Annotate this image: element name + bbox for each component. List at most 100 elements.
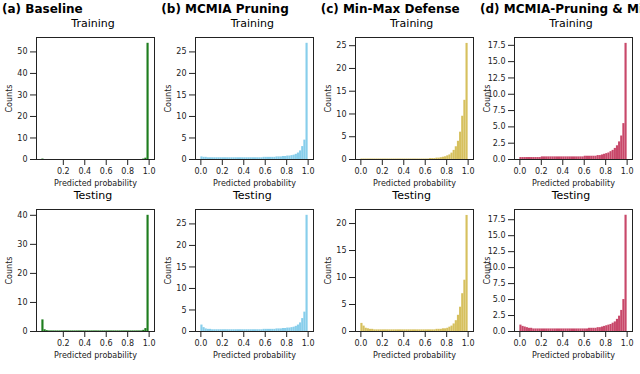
- svg-text:7.5: 7.5: [493, 279, 506, 288]
- svg-text:5.0: 5.0: [493, 295, 506, 304]
- svg-text:0.0: 0.0: [513, 339, 526, 348]
- svg-text:5: 5: [182, 306, 187, 315]
- svg-text:15: 15: [177, 263, 187, 272]
- svg-text:25: 25: [177, 47, 187, 56]
- svg-text:20: 20: [336, 64, 346, 73]
- svg-text:10: 10: [17, 298, 27, 307]
- svg-text:0.6: 0.6: [578, 339, 591, 348]
- svg-text:0: 0: [22, 155, 27, 164]
- svg-text:0.4: 0.4: [556, 339, 569, 348]
- svg-text:0.8: 0.8: [440, 167, 453, 176]
- svg-text:Counts: Counts: [165, 257, 174, 285]
- svg-text:0.8: 0.8: [599, 167, 612, 176]
- svg-text:20: 20: [17, 112, 27, 121]
- svg-text:Predicted probability: Predicted probability: [54, 179, 137, 188]
- svg-text:25: 25: [336, 41, 346, 50]
- svg-text:Counts: Counts: [5, 85, 14, 113]
- svg-text:1.0: 1.0: [302, 339, 315, 348]
- svg-text:0.0: 0.0: [513, 167, 526, 176]
- svg-text:Counts: Counts: [324, 85, 333, 113]
- svg-text:40: 40: [17, 211, 27, 220]
- svg-text:Counts: Counts: [5, 257, 14, 285]
- svg-text:0.6: 0.6: [259, 167, 272, 176]
- svg-text:0.0: 0.0: [493, 327, 506, 336]
- svg-text:0.0: 0.0: [354, 339, 367, 348]
- svg-text:0.2: 0.2: [535, 339, 548, 348]
- svg-text:0.4: 0.4: [78, 167, 91, 176]
- svg-text:0.2: 0.2: [376, 167, 389, 176]
- svg-text:10: 10: [336, 273, 346, 282]
- svg-text:20: 20: [336, 219, 346, 228]
- svg-text:0.8: 0.8: [281, 167, 294, 176]
- svg-text:1.0: 1.0: [302, 167, 315, 176]
- svg-text:17.5: 17.5: [488, 41, 506, 50]
- svg-text:5: 5: [341, 132, 346, 141]
- svg-text:Counts: Counts: [324, 257, 333, 285]
- svg-text:15: 15: [336, 87, 346, 96]
- svg-text:17.5: 17.5: [488, 215, 506, 224]
- svg-text:15.0: 15.0: [488, 57, 506, 66]
- svg-text:0.0: 0.0: [195, 167, 208, 176]
- svg-text:15: 15: [336, 246, 346, 255]
- svg-text:0.4: 0.4: [397, 167, 410, 176]
- svg-text:0.4: 0.4: [238, 167, 251, 176]
- svg-text:5: 5: [182, 134, 187, 143]
- svg-text:12.5: 12.5: [488, 74, 506, 83]
- svg-text:10: 10: [336, 110, 346, 119]
- svg-text:0.4: 0.4: [78, 339, 91, 348]
- svg-text:0.8: 0.8: [121, 167, 134, 176]
- svg-text:Counts: Counts: [483, 85, 492, 113]
- svg-text:10: 10: [177, 112, 187, 121]
- svg-text:20: 20: [177, 241, 187, 250]
- svg-text:20: 20: [17, 269, 27, 278]
- svg-text:Predicted probability: Predicted probability: [532, 351, 615, 360]
- svg-text:0: 0: [341, 327, 346, 336]
- svg-text:5.0: 5.0: [493, 122, 506, 131]
- svg-text:0: 0: [182, 155, 187, 164]
- svg-text:0.4: 0.4: [238, 339, 251, 348]
- svg-text:0.0: 0.0: [354, 167, 367, 176]
- svg-text:0.2: 0.2: [376, 339, 389, 348]
- svg-text:0.6: 0.6: [259, 339, 272, 348]
- svg-text:20: 20: [177, 69, 187, 78]
- svg-text:Predicted probability: Predicted probability: [213, 179, 296, 188]
- svg-text:0.4: 0.4: [556, 167, 569, 176]
- svg-text:0.6: 0.6: [578, 167, 591, 176]
- svg-text:2.5: 2.5: [493, 139, 506, 148]
- svg-text:15: 15: [177, 91, 187, 100]
- svg-text:0.0: 0.0: [493, 155, 506, 164]
- svg-text:Predicted probability: Predicted probability: [213, 351, 296, 360]
- svg-text:0.2: 0.2: [535, 167, 548, 176]
- svg-text:0.8: 0.8: [440, 339, 453, 348]
- svg-text:Predicted probability: Predicted probability: [373, 179, 456, 188]
- svg-text:0.2: 0.2: [57, 339, 70, 348]
- svg-text:0.6: 0.6: [419, 339, 432, 348]
- svg-text:50: 50: [17, 47, 27, 56]
- svg-text:0: 0: [182, 327, 187, 336]
- svg-text:10: 10: [177, 284, 187, 293]
- svg-text:1.0: 1.0: [621, 339, 634, 348]
- svg-text:7.5: 7.5: [493, 106, 506, 115]
- svg-text:0.0: 0.0: [195, 339, 208, 348]
- svg-text:30: 30: [17, 91, 27, 100]
- svg-text:10: 10: [17, 134, 27, 143]
- svg-text:Predicted probability: Predicted probability: [54, 351, 137, 360]
- svg-text:30: 30: [17, 240, 27, 249]
- svg-text:Counts: Counts: [165, 85, 174, 113]
- svg-text:40: 40: [17, 69, 27, 78]
- svg-text:0.4: 0.4: [397, 339, 410, 348]
- svg-text:1.0: 1.0: [143, 167, 156, 176]
- svg-text:0.2: 0.2: [57, 167, 70, 176]
- svg-text:25: 25: [177, 219, 187, 228]
- svg-text:5: 5: [341, 300, 346, 309]
- svg-text:1.0: 1.0: [461, 339, 474, 348]
- svg-text:0.2: 0.2: [216, 167, 229, 176]
- svg-text:1.0: 1.0: [621, 167, 634, 176]
- svg-text:0.2: 0.2: [216, 339, 229, 348]
- svg-text:Predicted probability: Predicted probability: [532, 179, 615, 188]
- svg-text:0.6: 0.6: [419, 167, 432, 176]
- svg-text:1.0: 1.0: [461, 167, 474, 176]
- svg-text:0.6: 0.6: [100, 339, 113, 348]
- svg-text:0.8: 0.8: [281, 339, 294, 348]
- svg-text:0: 0: [341, 155, 346, 164]
